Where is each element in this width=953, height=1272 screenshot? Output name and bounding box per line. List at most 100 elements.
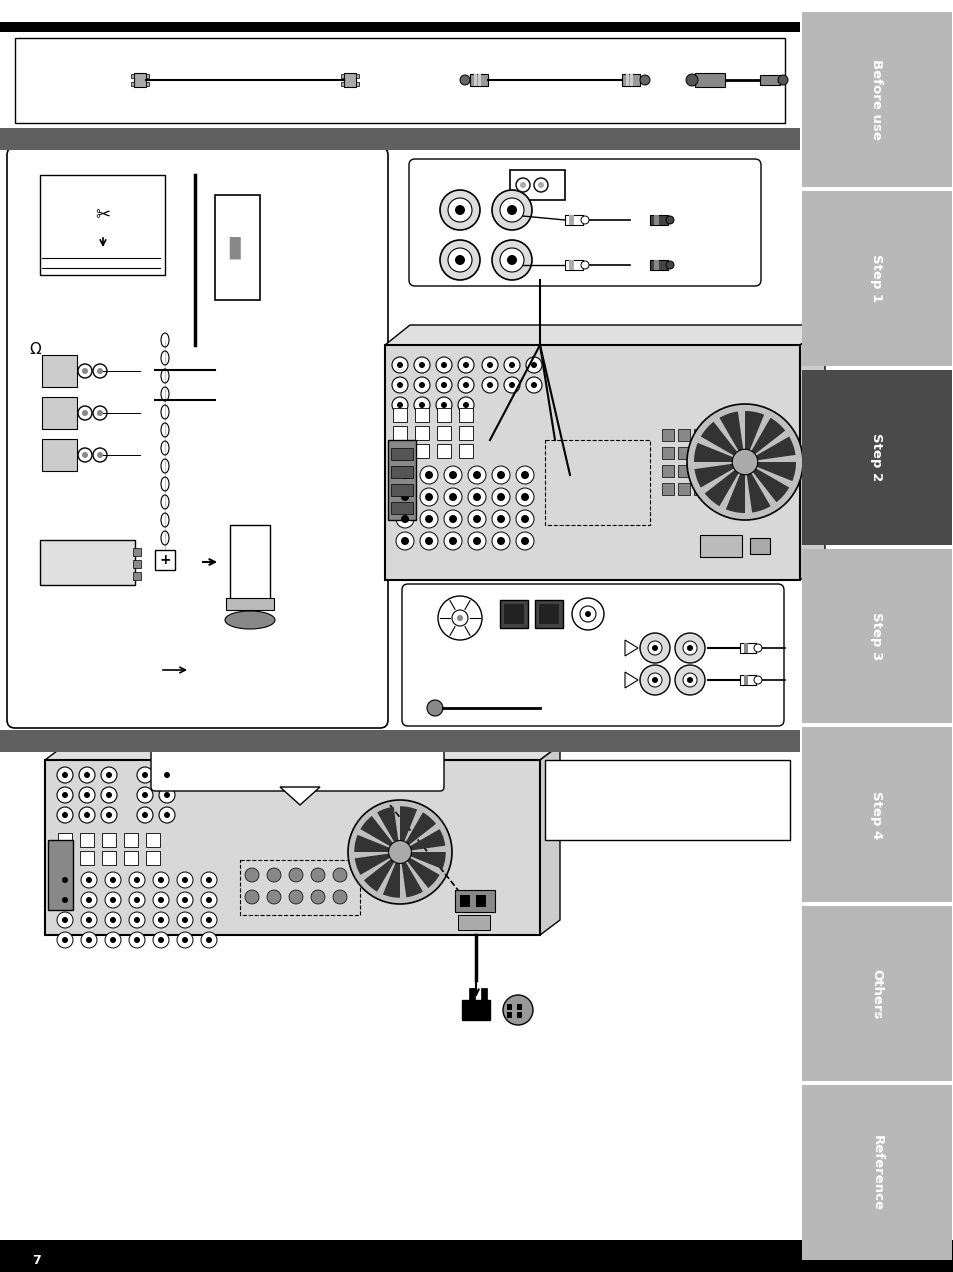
Circle shape (675, 633, 704, 663)
Circle shape (424, 537, 433, 544)
Circle shape (84, 812, 90, 818)
Text: ✂: ✂ (95, 206, 111, 224)
Circle shape (436, 357, 452, 373)
Circle shape (503, 357, 519, 373)
Wedge shape (693, 443, 744, 462)
Text: Step 1: Step 1 (869, 254, 882, 303)
Circle shape (732, 449, 757, 474)
Bar (131, 81, 133, 86)
Bar (661, 466, 673, 477)
Circle shape (647, 641, 661, 655)
Circle shape (516, 488, 534, 506)
Bar (393, 444, 407, 458)
Bar (0, 128, 800, 150)
Circle shape (392, 397, 408, 413)
Wedge shape (725, 462, 744, 513)
Circle shape (392, 377, 408, 393)
Circle shape (778, 75, 787, 85)
Circle shape (400, 494, 409, 501)
Circle shape (105, 932, 121, 948)
Bar (80, 851, 94, 865)
Circle shape (395, 510, 414, 528)
Wedge shape (360, 815, 399, 852)
Wedge shape (744, 436, 795, 462)
Circle shape (443, 510, 461, 528)
Bar (214, 195, 260, 300)
Circle shape (86, 937, 91, 943)
Circle shape (101, 787, 117, 803)
Circle shape (440, 402, 447, 408)
Circle shape (443, 488, 461, 506)
Circle shape (392, 357, 408, 373)
Circle shape (457, 377, 474, 393)
Circle shape (158, 876, 164, 883)
Circle shape (457, 397, 474, 413)
Circle shape (419, 488, 437, 506)
Bar (393, 408, 407, 422)
Circle shape (129, 912, 145, 929)
Circle shape (79, 806, 95, 823)
Circle shape (395, 532, 414, 550)
Circle shape (79, 787, 95, 803)
Bar (506, 1013, 512, 1018)
Bar (230, 525, 270, 600)
Circle shape (311, 890, 325, 904)
Circle shape (459, 75, 470, 85)
Circle shape (419, 510, 437, 528)
Bar (469, 988, 475, 1002)
Wedge shape (694, 462, 744, 487)
Bar (629, 74, 633, 86)
Circle shape (86, 917, 91, 923)
Circle shape (462, 382, 469, 388)
Circle shape (499, 248, 523, 272)
Circle shape (440, 382, 447, 388)
Circle shape (455, 205, 464, 215)
Circle shape (686, 677, 692, 683)
Bar (15, 1248, 57, 1269)
Circle shape (414, 377, 430, 393)
Circle shape (164, 792, 170, 798)
Bar (344, 73, 355, 86)
Circle shape (311, 868, 325, 881)
Circle shape (418, 402, 424, 408)
Circle shape (201, 892, 216, 908)
Bar (661, 483, 673, 495)
Polygon shape (800, 326, 824, 580)
Circle shape (333, 890, 347, 904)
Bar (391, 485, 413, 496)
Circle shape (182, 917, 188, 923)
Circle shape (110, 937, 116, 943)
Circle shape (129, 932, 145, 948)
Circle shape (81, 932, 97, 948)
Circle shape (396, 402, 402, 408)
Circle shape (682, 641, 697, 655)
Circle shape (449, 515, 456, 523)
Circle shape (537, 182, 543, 188)
Circle shape (101, 806, 117, 823)
Circle shape (142, 772, 148, 778)
Bar (749, 538, 769, 555)
Circle shape (516, 178, 530, 192)
Circle shape (97, 368, 103, 374)
Bar (678, 466, 689, 477)
Wedge shape (744, 462, 788, 502)
Circle shape (439, 190, 479, 230)
Circle shape (436, 397, 452, 413)
Circle shape (159, 806, 174, 823)
Circle shape (105, 892, 121, 908)
Bar (436, 408, 451, 422)
Bar (0, 22, 800, 32)
Circle shape (525, 357, 541, 373)
Bar (693, 429, 705, 441)
Circle shape (520, 515, 529, 523)
Circle shape (62, 876, 68, 883)
Circle shape (456, 614, 462, 621)
Bar (693, 483, 705, 495)
Circle shape (57, 873, 73, 888)
Wedge shape (744, 462, 770, 513)
Bar (436, 444, 451, 458)
Bar (564, 215, 582, 225)
Circle shape (142, 792, 148, 798)
Circle shape (580, 216, 588, 224)
Bar (743, 644, 747, 653)
